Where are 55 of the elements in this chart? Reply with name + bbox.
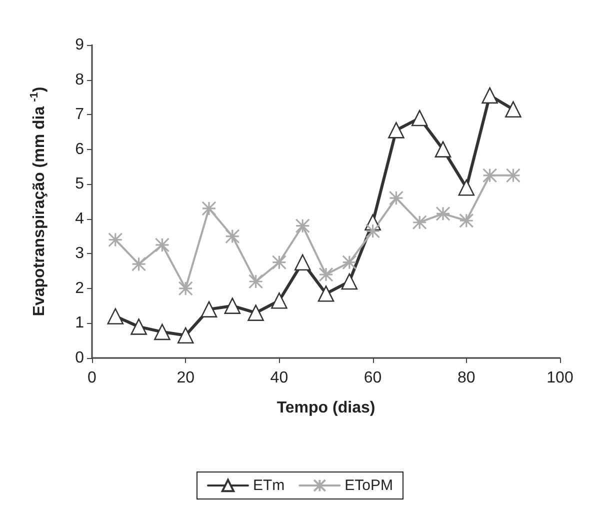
point xyxy=(506,168,520,183)
y-tick-label: 4 xyxy=(75,210,84,228)
point xyxy=(505,101,522,118)
x-tick-label: 60 xyxy=(364,370,382,386)
x-tick-label: 20 xyxy=(176,370,195,386)
x-tick-label: 80 xyxy=(458,370,476,386)
y-axis-title: Evapotranspiração (mm dia -1) xyxy=(28,86,48,316)
point xyxy=(130,318,147,335)
point xyxy=(225,228,240,244)
point xyxy=(411,110,428,126)
legend-label: ETm xyxy=(252,477,285,494)
point xyxy=(200,301,218,318)
point xyxy=(154,238,170,252)
y-tick-label: 8 xyxy=(75,71,84,88)
point xyxy=(154,324,170,340)
x-tick-label: 0 xyxy=(88,370,97,386)
point xyxy=(108,232,123,248)
point xyxy=(436,206,450,221)
point xyxy=(342,255,357,270)
y-tick-label: 7 xyxy=(75,106,84,124)
y-tick-label: 9 xyxy=(75,36,84,54)
point xyxy=(318,267,334,282)
point xyxy=(341,273,358,290)
point xyxy=(482,168,498,183)
point xyxy=(202,201,216,216)
point xyxy=(294,254,311,271)
y-tick-label: 5 xyxy=(75,176,84,193)
point xyxy=(366,224,380,238)
point xyxy=(388,122,404,138)
y-tick-label: 1 xyxy=(75,314,84,332)
point xyxy=(318,286,334,302)
y-tick-label: 0 xyxy=(75,350,84,366)
point xyxy=(458,179,475,196)
point xyxy=(388,190,404,206)
point xyxy=(272,255,286,270)
point xyxy=(482,87,498,104)
point xyxy=(132,256,146,272)
x-tick-label: 40 xyxy=(270,370,288,386)
point xyxy=(177,327,194,344)
point xyxy=(434,141,452,158)
point xyxy=(178,281,193,296)
y-tick-label: 6 xyxy=(75,140,84,158)
x-axis-title: Tempo (dias) xyxy=(276,400,376,416)
point xyxy=(248,274,264,289)
point xyxy=(295,218,310,234)
legend-label: EToPM xyxy=(344,477,394,494)
point xyxy=(459,213,474,228)
point xyxy=(107,308,124,324)
point xyxy=(224,298,241,314)
point xyxy=(271,292,288,309)
point xyxy=(412,215,427,230)
y-tick-label: 2 xyxy=(75,280,84,297)
x-tick-label: 100 xyxy=(546,370,574,386)
y-tick-label: 3 xyxy=(75,245,84,262)
point xyxy=(248,304,264,321)
